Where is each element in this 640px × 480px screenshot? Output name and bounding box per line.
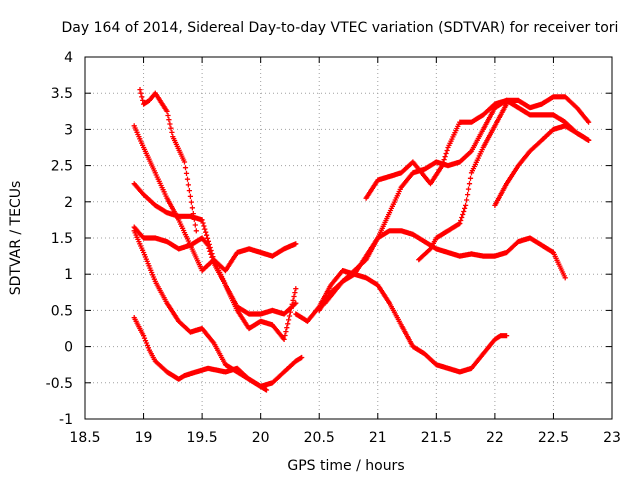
y-tick-label: 3.5 (51, 86, 73, 102)
axis-ticks (84, 56, 613, 420)
y-tick-labels: -1 -0.5 0 0.5 1 1.5 2 2.5 3 3.5 4 (46, 50, 73, 428)
series-track-g (293, 228, 568, 324)
y-tick-label: 2.5 (51, 159, 73, 175)
y-tick-label: -0.5 (46, 376, 73, 392)
series-track-l (492, 123, 592, 208)
y-tick-label: 2 (64, 195, 73, 211)
x-tick-label: 20 (252, 430, 270, 446)
x-tick-label: 22.5 (538, 430, 569, 446)
x-tick-label: 19.5 (187, 430, 218, 446)
series-track-f (137, 87, 199, 234)
x-tick-label: 21 (369, 430, 387, 446)
data-series (131, 87, 592, 393)
series-track-b (131, 228, 270, 393)
x-tick-label: 19 (135, 430, 153, 446)
x-tick-label: 18.5 (69, 430, 100, 446)
x-tick-label: 20.5 (304, 430, 335, 446)
series-track-e (131, 123, 299, 274)
x-tick-label: 23 (603, 430, 621, 446)
chart-title: Day 164 of 2014, Sidereal Day-to-day VTE… (62, 20, 619, 36)
x-tick-labels: 18.5 19 19.5 20 20.5 21 21.5 22 22.5 23 (69, 430, 621, 446)
series-track-k (416, 101, 510, 263)
y-tick-label: 1 (64, 267, 73, 283)
y-axis-label: SDTVAR / TECUs (8, 181, 24, 296)
series-track-d (131, 181, 299, 342)
y-tick-label: 0 (64, 340, 73, 356)
x-tick-label: 21.5 (421, 430, 452, 446)
series-track-h (316, 271, 510, 375)
y-tick-label: 3 (64, 122, 73, 138)
series-track-j (363, 97, 592, 201)
x-axis-label: GPS time / hours (287, 458, 404, 474)
x-tick-label: 22 (486, 430, 504, 446)
y-tick-label: 0.5 (51, 303, 73, 319)
y-tick-label: 1.5 (51, 231, 73, 247)
y-tick-label: 4 (64, 50, 73, 66)
y-tick-label: -1 (59, 412, 73, 428)
